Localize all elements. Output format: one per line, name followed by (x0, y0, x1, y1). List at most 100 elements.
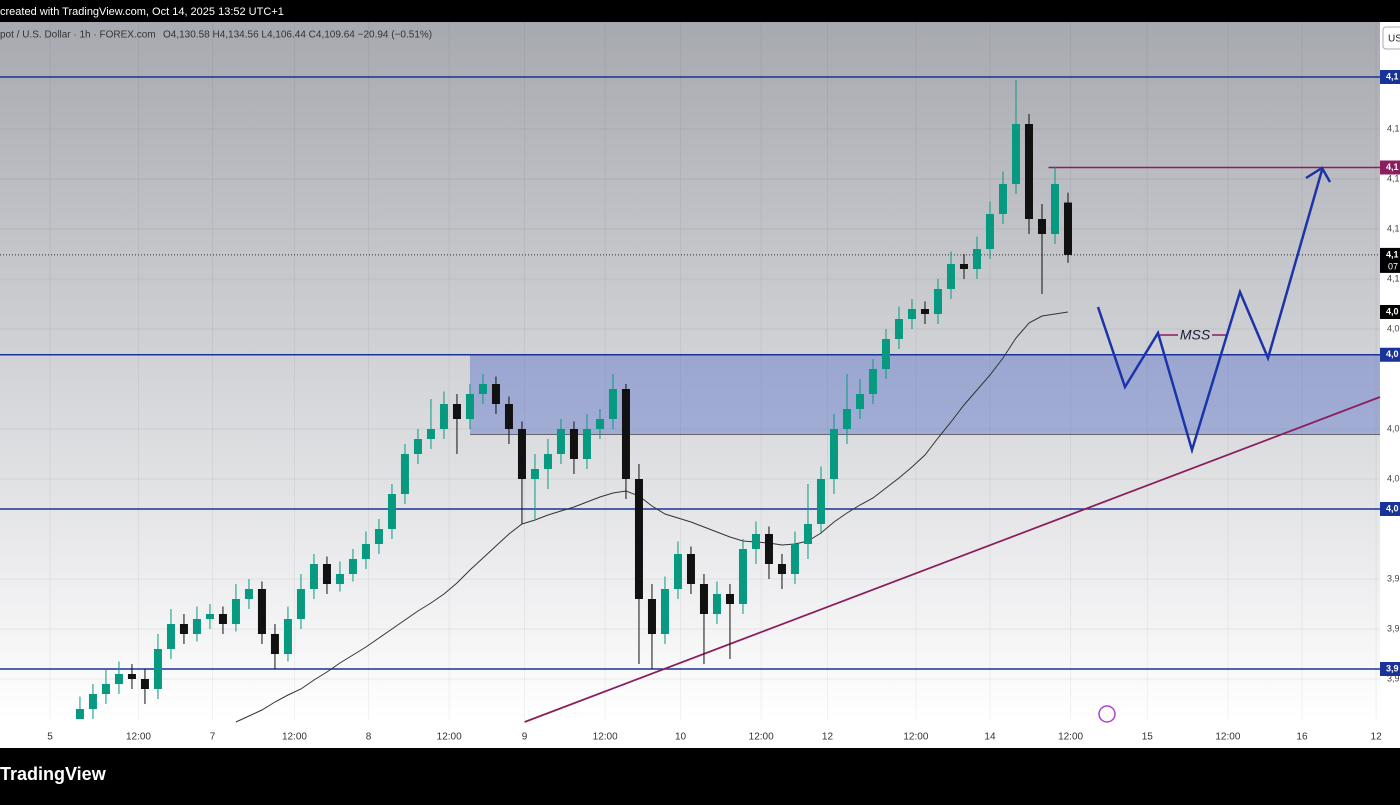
price-box-label: 4,1 (1386, 162, 1399, 172)
time-axis (0, 720, 1400, 748)
candle-body (127, 674, 136, 679)
candle-body (452, 404, 461, 419)
candle-body (868, 369, 877, 394)
price-box (1380, 247, 1400, 262)
y-tick-label: 4,1 (1387, 273, 1400, 283)
price-box-label: 3,9 (1386, 663, 1399, 673)
currency-button[interactable] (1382, 26, 1400, 50)
price-axis (1380, 22, 1400, 720)
candle-body (205, 614, 214, 619)
candle-body (348, 559, 357, 574)
symbol: pot / U.S. Dollar · 1h · FOREX.com (0, 30, 156, 41)
candle-body (426, 429, 435, 439)
candle-body (244, 589, 253, 599)
candle-body (556, 429, 565, 454)
candle-body (829, 429, 838, 479)
candle-body (231, 599, 240, 624)
candle-body (933, 289, 942, 314)
y-tick-label: 4,1 (1387, 223, 1400, 233)
candle-body (985, 214, 994, 249)
x-tick-label: 5 (47, 732, 53, 743)
candle-body (179, 624, 188, 634)
y-tick-label: 3,9 (1387, 673, 1400, 683)
x-tick-label: 12:00 (126, 732, 151, 743)
candle-body (972, 249, 981, 269)
candle-body (582, 429, 591, 459)
candle-body (530, 469, 539, 479)
candle-body (101, 684, 110, 694)
candle-body (283, 619, 292, 654)
projection: MSS (1096, 166, 1332, 455)
candle-body (374, 529, 383, 544)
candle-body (1063, 202, 1072, 255)
x-tick-label: 16 (1296, 732, 1308, 743)
x-tick-label: 14 (984, 732, 996, 743)
price-box-label: 4,0 (1386, 306, 1399, 316)
price-box (1380, 347, 1400, 362)
candle-body (1050, 184, 1059, 234)
x-tick-label: 7 (210, 732, 216, 743)
candle-body (1024, 124, 1033, 219)
x-tick-label: 12:00 (437, 732, 462, 743)
price-box-label: 4,1 (1386, 71, 1399, 81)
plot-area (0, 22, 1380, 720)
candle-body (998, 184, 1007, 214)
price-box (1380, 160, 1400, 175)
price-box-label: 4,0 (1386, 503, 1399, 513)
candle-body (478, 384, 487, 394)
candle-body (400, 454, 409, 494)
y-tick-label: 4,0 (1387, 323, 1400, 333)
x-tick-label: 10 (675, 732, 687, 743)
currency-label: US (1388, 34, 1400, 45)
x-tick-label: 9 (522, 732, 528, 743)
price-box (1380, 305, 1400, 319)
candle-body (335, 574, 344, 584)
candle-body (543, 454, 552, 469)
candle-body (309, 564, 318, 589)
price-box (1380, 70, 1400, 84)
candle-body (192, 619, 201, 634)
y-tick-label: 4,1 (1387, 123, 1400, 133)
candle-body (75, 709, 84, 719)
y-tick-label: 4,0 (1387, 423, 1400, 433)
x-tick-label: 12:00 (749, 732, 774, 743)
candle-body (114, 674, 123, 684)
y-tick-label: 3,9 (1387, 623, 1400, 633)
candle-body (959, 264, 968, 269)
candle-body (257, 589, 266, 634)
candle-body (699, 584, 708, 614)
candle-body (517, 429, 526, 479)
created-text: created with TradingView.com, Oct 14, 20… (0, 6, 284, 18)
price-box-label: 4,1 (1386, 249, 1399, 259)
x-tick-label: 8 (366, 732, 372, 743)
candle-body (855, 394, 864, 409)
y-tick-label: 4,0 (1387, 473, 1400, 483)
candle-body (634, 479, 643, 599)
x-tick-label: 12:00 (282, 732, 307, 743)
y-tick-label: 3,9 (1387, 573, 1400, 583)
price-box (1380, 502, 1400, 516)
candle-body (1011, 124, 1020, 184)
candle-body (1037, 219, 1046, 234)
candle-body (764, 534, 773, 564)
event-icon[interactable] (1098, 705, 1116, 723)
candle-body (842, 409, 851, 429)
candle-body (790, 544, 799, 574)
candle-body (686, 554, 695, 584)
x-tick-label: 12:00 (1215, 732, 1240, 743)
bottom-bar (0, 748, 1400, 800)
candle-body (816, 479, 825, 524)
y-tick-label: 4,1 (1387, 173, 1400, 183)
price-box-label: 4,0 (1386, 349, 1399, 359)
candle-body (140, 679, 149, 689)
ohlc: O4,130.58 H4,134.56 L4,106.44 C4,109.64 … (163, 30, 432, 41)
candle-body (660, 589, 669, 634)
candle-body (491, 384, 500, 404)
zone (469, 354, 1380, 435)
x-tick-label: 12:00 (1058, 732, 1083, 743)
logo: TradingView (0, 764, 107, 784)
moving-average (235, 311, 1069, 723)
candle-body (595, 419, 604, 429)
projection-path (1096, 169, 1324, 455)
